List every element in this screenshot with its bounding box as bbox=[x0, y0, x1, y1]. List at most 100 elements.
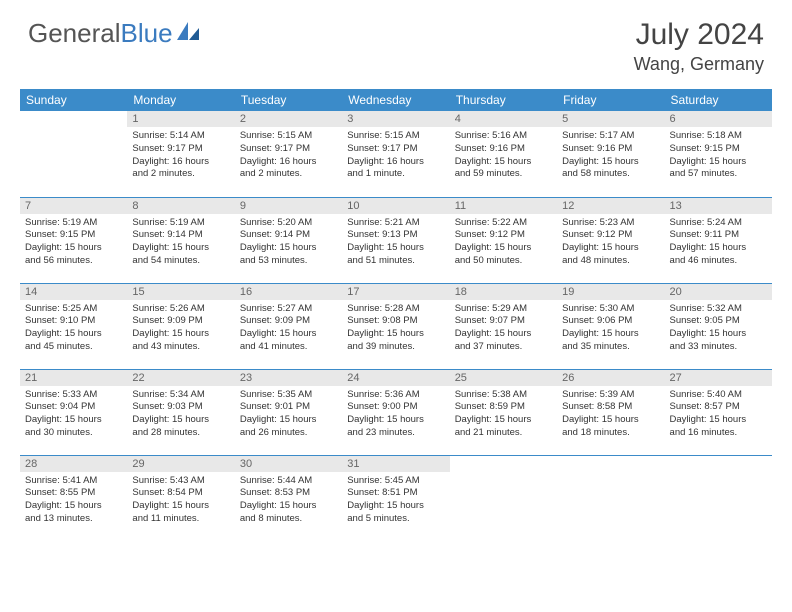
day-sunset: Sunset: 9:14 PM bbox=[240, 229, 337, 242]
day-sunrise: Sunrise: 5:28 AM bbox=[347, 303, 444, 316]
page-header: GeneralBlue July 2024 Wang, Germany bbox=[0, 0, 792, 83]
calendar-day-cell: 12Sunrise: 5:23 AMSunset: 9:12 PMDayligh… bbox=[557, 197, 664, 283]
day-number: 27 bbox=[665, 370, 772, 386]
day-sunrise: Sunrise: 5:18 AM bbox=[670, 130, 767, 143]
day-sunset: Sunset: 9:17 PM bbox=[347, 143, 444, 156]
day-day2: and 53 minutes. bbox=[240, 255, 337, 268]
day-day1: Daylight: 16 hours bbox=[347, 156, 444, 169]
day-sunset: Sunset: 9:17 PM bbox=[240, 143, 337, 156]
day-content: Sunrise: 5:33 AMSunset: 9:04 PMDaylight:… bbox=[20, 386, 127, 443]
day-day2: and 30 minutes. bbox=[25, 427, 122, 440]
day-sunrise: Sunrise: 5:38 AM bbox=[455, 389, 552, 402]
weekday-header: Sunday bbox=[20, 89, 127, 111]
day-sunrise: Sunrise: 5:40 AM bbox=[670, 389, 767, 402]
calendar-day-cell: 2Sunrise: 5:15 AMSunset: 9:17 PMDaylight… bbox=[235, 111, 342, 197]
calendar-day-cell: 28Sunrise: 5:41 AMSunset: 8:55 PMDayligh… bbox=[20, 455, 127, 541]
day-sunset: Sunset: 9:05 PM bbox=[670, 315, 767, 328]
day-number: 19 bbox=[557, 284, 664, 300]
day-day1: Daylight: 15 hours bbox=[132, 414, 229, 427]
calendar-day-cell: 21Sunrise: 5:33 AMSunset: 9:04 PMDayligh… bbox=[20, 369, 127, 455]
day-day1: Daylight: 15 hours bbox=[347, 414, 444, 427]
day-content: Sunrise: 5:22 AMSunset: 9:12 PMDaylight:… bbox=[450, 214, 557, 271]
day-number: 13 bbox=[665, 198, 772, 214]
day-content: Sunrise: 5:38 AMSunset: 8:59 PMDaylight:… bbox=[450, 386, 557, 443]
day-day1: Daylight: 15 hours bbox=[132, 242, 229, 255]
day-sunset: Sunset: 9:08 PM bbox=[347, 315, 444, 328]
day-day1: Daylight: 15 hours bbox=[455, 328, 552, 341]
day-day1: Daylight: 15 hours bbox=[132, 328, 229, 341]
day-sunrise: Sunrise: 5:26 AM bbox=[132, 303, 229, 316]
day-sunrise: Sunrise: 5:45 AM bbox=[347, 475, 444, 488]
calendar-week-row: 7Sunrise: 5:19 AMSunset: 9:15 PMDaylight… bbox=[20, 197, 772, 283]
calendar-day-cell: 18Sunrise: 5:29 AMSunset: 9:07 PMDayligh… bbox=[450, 283, 557, 369]
calendar-day-cell: 15Sunrise: 5:26 AMSunset: 9:09 PMDayligh… bbox=[127, 283, 234, 369]
month-title: July 2024 bbox=[634, 18, 764, 52]
day-day2: and 57 minutes. bbox=[670, 168, 767, 181]
day-day2: and 33 minutes. bbox=[670, 341, 767, 354]
day-sunset: Sunset: 8:59 PM bbox=[455, 401, 552, 414]
day-day2: and 45 minutes. bbox=[25, 341, 122, 354]
day-content: Sunrise: 5:21 AMSunset: 9:13 PMDaylight:… bbox=[342, 214, 449, 271]
day-sunset: Sunset: 9:11 PM bbox=[670, 229, 767, 242]
day-sunrise: Sunrise: 5:29 AM bbox=[455, 303, 552, 316]
day-sunset: Sunset: 9:06 PM bbox=[562, 315, 659, 328]
day-sunrise: Sunrise: 5:34 AM bbox=[132, 389, 229, 402]
day-day1: Daylight: 15 hours bbox=[455, 242, 552, 255]
day-day1: Daylight: 15 hours bbox=[670, 414, 767, 427]
day-number: 11 bbox=[450, 198, 557, 214]
day-number: 7 bbox=[20, 198, 127, 214]
day-number: 24 bbox=[342, 370, 449, 386]
weekday-header: Wednesday bbox=[342, 89, 449, 111]
day-sunset: Sunset: 9:16 PM bbox=[455, 143, 552, 156]
day-day1: Daylight: 15 hours bbox=[25, 414, 122, 427]
day-sunrise: Sunrise: 5:39 AM bbox=[562, 389, 659, 402]
calendar-day-cell: 10Sunrise: 5:21 AMSunset: 9:13 PMDayligh… bbox=[342, 197, 449, 283]
calendar-day-cell: 11Sunrise: 5:22 AMSunset: 9:12 PMDayligh… bbox=[450, 197, 557, 283]
calendar-week-row: 14Sunrise: 5:25 AMSunset: 9:10 PMDayligh… bbox=[20, 283, 772, 369]
day-sunset: Sunset: 8:58 PM bbox=[562, 401, 659, 414]
day-sunset: Sunset: 9:14 PM bbox=[132, 229, 229, 242]
sail-icon bbox=[175, 20, 201, 47]
calendar-day-cell: 20Sunrise: 5:32 AMSunset: 9:05 PMDayligh… bbox=[665, 283, 772, 369]
day-day2: and 21 minutes. bbox=[455, 427, 552, 440]
day-sunrise: Sunrise: 5:16 AM bbox=[455, 130, 552, 143]
day-day2: and 28 minutes. bbox=[132, 427, 229, 440]
calendar-day-cell: 22Sunrise: 5:34 AMSunset: 9:03 PMDayligh… bbox=[127, 369, 234, 455]
day-content: Sunrise: 5:28 AMSunset: 9:08 PMDaylight:… bbox=[342, 300, 449, 357]
day-day2: and 8 minutes. bbox=[240, 513, 337, 526]
day-sunrise: Sunrise: 5:32 AM bbox=[670, 303, 767, 316]
calendar-day-cell: 13Sunrise: 5:24 AMSunset: 9:11 PMDayligh… bbox=[665, 197, 772, 283]
day-sunrise: Sunrise: 5:14 AM bbox=[132, 130, 229, 143]
day-content: Sunrise: 5:35 AMSunset: 9:01 PMDaylight:… bbox=[235, 386, 342, 443]
calendar-day-cell: 5Sunrise: 5:17 AMSunset: 9:16 PMDaylight… bbox=[557, 111, 664, 197]
day-sunset: Sunset: 8:51 PM bbox=[347, 487, 444, 500]
day-day2: and 59 minutes. bbox=[455, 168, 552, 181]
day-content: Sunrise: 5:20 AMSunset: 9:14 PMDaylight:… bbox=[235, 214, 342, 271]
day-content: Sunrise: 5:34 AMSunset: 9:03 PMDaylight:… bbox=[127, 386, 234, 443]
calendar-day-cell bbox=[557, 455, 664, 541]
weekday-header: Monday bbox=[127, 89, 234, 111]
calendar-day-cell: 31Sunrise: 5:45 AMSunset: 8:51 PMDayligh… bbox=[342, 455, 449, 541]
calendar-day-cell: 3Sunrise: 5:15 AMSunset: 9:17 PMDaylight… bbox=[342, 111, 449, 197]
day-sunrise: Sunrise: 5:25 AM bbox=[25, 303, 122, 316]
day-day1: Daylight: 15 hours bbox=[562, 242, 659, 255]
day-content: Sunrise: 5:29 AMSunset: 9:07 PMDaylight:… bbox=[450, 300, 557, 357]
day-number: 25 bbox=[450, 370, 557, 386]
day-number: 3 bbox=[342, 111, 449, 127]
day-content: Sunrise: 5:45 AMSunset: 8:51 PMDaylight:… bbox=[342, 472, 449, 529]
day-day1: Daylight: 15 hours bbox=[670, 156, 767, 169]
weekday-header: Thursday bbox=[450, 89, 557, 111]
day-content: Sunrise: 5:17 AMSunset: 9:16 PMDaylight:… bbox=[557, 127, 664, 184]
day-day1: Daylight: 15 hours bbox=[455, 156, 552, 169]
day-content: Sunrise: 5:43 AMSunset: 8:54 PMDaylight:… bbox=[127, 472, 234, 529]
day-day1: Daylight: 15 hours bbox=[240, 328, 337, 341]
day-sunset: Sunset: 9:10 PM bbox=[25, 315, 122, 328]
day-sunset: Sunset: 9:04 PM bbox=[25, 401, 122, 414]
calendar-day-cell: 16Sunrise: 5:27 AMSunset: 9:09 PMDayligh… bbox=[235, 283, 342, 369]
day-day2: and 39 minutes. bbox=[347, 341, 444, 354]
calendar-header-row: SundayMondayTuesdayWednesdayThursdayFrid… bbox=[20, 89, 772, 111]
day-day2: and 2 minutes. bbox=[240, 168, 337, 181]
day-number: 17 bbox=[342, 284, 449, 300]
day-sunset: Sunset: 9:09 PM bbox=[132, 315, 229, 328]
day-day2: and 16 minutes. bbox=[670, 427, 767, 440]
